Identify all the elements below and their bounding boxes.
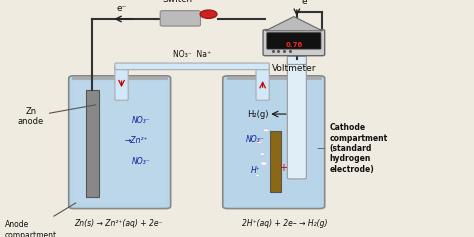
Text: NO₃⁻: NO₃⁻ <box>132 157 150 166</box>
FancyBboxPatch shape <box>73 82 166 203</box>
FancyBboxPatch shape <box>263 30 325 56</box>
Circle shape <box>263 129 269 132</box>
Circle shape <box>260 162 267 165</box>
FancyBboxPatch shape <box>287 56 306 64</box>
Text: NO₃⁻: NO₃⁻ <box>132 116 150 125</box>
FancyBboxPatch shape <box>115 66 128 100</box>
Circle shape <box>200 10 217 18</box>
Text: H₂(g): H₂(g) <box>247 109 268 118</box>
FancyBboxPatch shape <box>267 33 321 49</box>
FancyBboxPatch shape <box>160 11 201 26</box>
Text: Cathode
compartment
(standard
hydrogen
electrode): Cathode compartment (standard hydrogen e… <box>329 123 388 174</box>
Text: NO₃⁻: NO₃⁻ <box>246 135 264 144</box>
Text: H⁺: H⁺ <box>250 166 260 175</box>
Circle shape <box>255 174 259 176</box>
Text: Switch: Switch <box>163 0 193 4</box>
FancyBboxPatch shape <box>86 90 99 197</box>
FancyBboxPatch shape <box>69 76 171 209</box>
Polygon shape <box>265 17 322 31</box>
Text: NO₃⁻  Na⁺: NO₃⁻ Na⁺ <box>173 50 211 59</box>
Text: Zn(s) → Zn²⁺(aq) + 2e⁻: Zn(s) → Zn²⁺(aq) + 2e⁻ <box>74 219 163 228</box>
Text: 0.76: 0.76 <box>285 41 302 48</box>
FancyBboxPatch shape <box>287 58 306 179</box>
Circle shape <box>256 141 261 143</box>
FancyBboxPatch shape <box>270 131 281 192</box>
Text: 2H⁺(aq) + 2e– → H₂(g): 2H⁺(aq) + 2e– → H₂(g) <box>242 219 327 228</box>
Text: e⁻: e⁻ <box>116 4 127 13</box>
Text: e⁻: e⁻ <box>301 0 312 6</box>
Text: Voltmeter: Voltmeter <box>272 64 316 73</box>
Text: Anode
compartment: Anode compartment <box>5 203 76 237</box>
Text: +: + <box>279 163 287 173</box>
FancyBboxPatch shape <box>223 76 325 209</box>
Text: →Zn²⁺: →Zn²⁺ <box>125 137 148 146</box>
FancyBboxPatch shape <box>256 66 269 100</box>
Text: Zn
anode: Zn anode <box>18 105 96 126</box>
Circle shape <box>260 153 264 155</box>
FancyBboxPatch shape <box>115 63 269 70</box>
